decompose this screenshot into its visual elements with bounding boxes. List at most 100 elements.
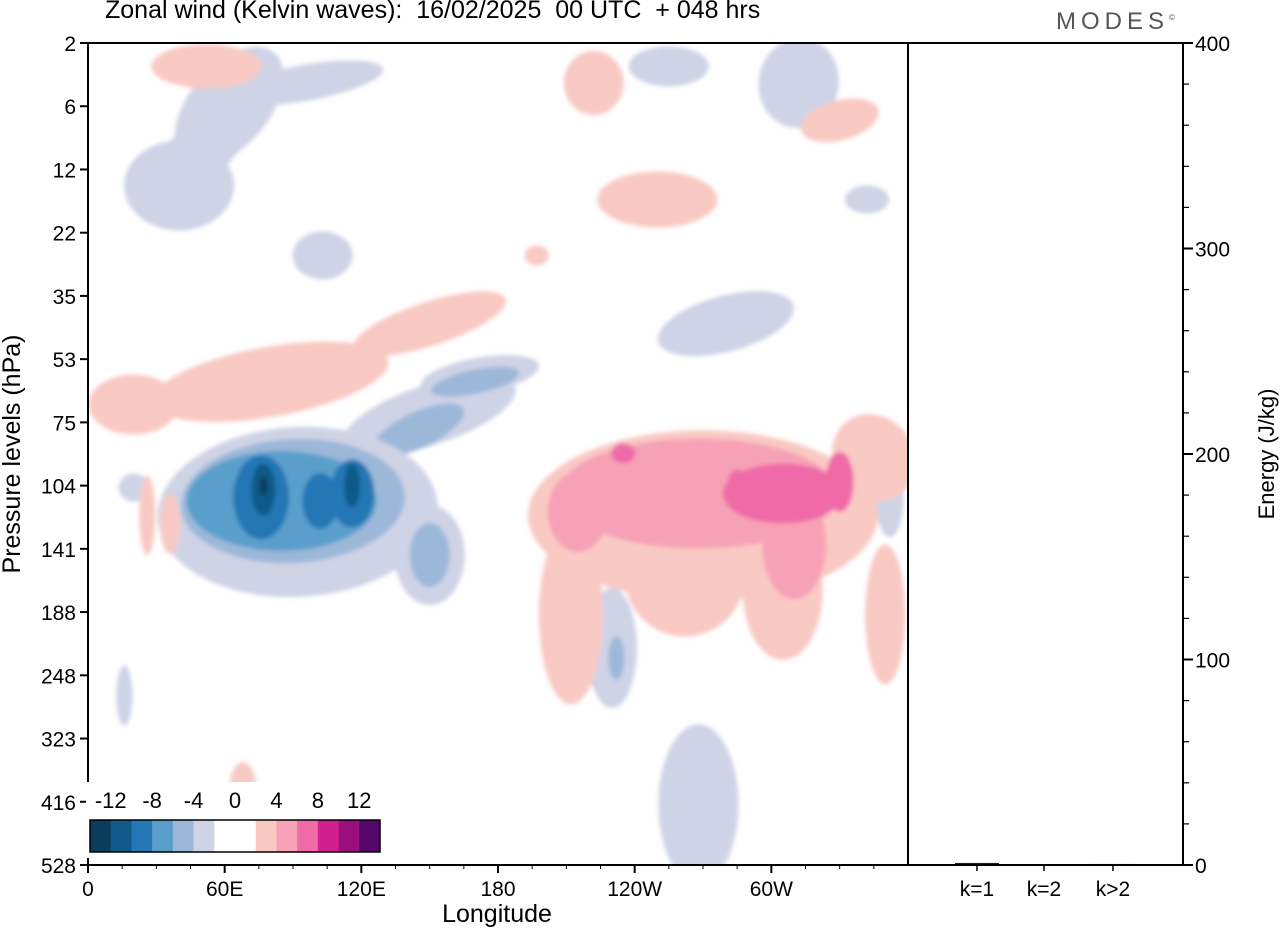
x-axis-label: Longitude [442, 900, 552, 928]
contour-patch [353, 291, 507, 357]
energy-tick-label: 300 [1195, 239, 1230, 262]
y-axis-label: Pressure levels (hPa) [0, 335, 26, 574]
colorbar-swatch [317, 820, 340, 852]
y-tick-label: 53 [53, 349, 76, 372]
contour-patch [865, 544, 906, 685]
colorbar-label: -12 [95, 788, 127, 813]
colorbar-swatch [90, 820, 112, 852]
contour-patch [431, 366, 520, 397]
x-tick-label: 120E [337, 878, 386, 901]
contour-patch [150, 78, 263, 208]
contour-patch [372, 403, 465, 457]
colorbar-swatch [255, 820, 277, 852]
energy-x-label: k>2 [1096, 878, 1130, 901]
y-tick-label: 323 [41, 729, 76, 752]
energy-tick-label: 400 [1195, 33, 1230, 56]
contour-patch [151, 44, 262, 89]
contour-patch [160, 493, 180, 554]
contour-patch [825, 451, 854, 512]
colorbar-label: 12 [347, 788, 371, 813]
contour-patch [151, 341, 389, 422]
colorbar-swatch [276, 820, 298, 852]
contour-patch [758, 43, 839, 128]
y-tick-label: 22 [53, 223, 76, 246]
energy-bar [955, 862, 999, 865]
colorbar-swatch [131, 820, 153, 852]
contour-patch [259, 475, 268, 496]
energy-tick-label: 200 [1195, 444, 1230, 467]
wind-contours [88, 43, 908, 865]
colorbar-frame [89, 819, 381, 853]
energy-axis-label: Energy (J/kg) [1254, 389, 1279, 520]
energy-x-label: k=2 [1027, 878, 1061, 901]
pressure-axis: 2 6 12 22 35 53 75 104 141 188 248 323 416 528 [41, 33, 88, 878]
contour-patch [292, 231, 353, 280]
contour-patch [538, 524, 603, 705]
contour-patch [722, 463, 843, 524]
y-tick-label: 188 [41, 602, 76, 625]
energy-tick-label: 100 [1195, 650, 1230, 673]
colorbar-swatch [359, 820, 381, 852]
y-tick-label: 6 [64, 96, 76, 119]
y-tick-label: 35 [53, 286, 76, 309]
brand-name: MODES [1056, 8, 1170, 35]
y-tick-label: 2 [64, 33, 76, 56]
y-tick-label: 528 [41, 855, 76, 878]
brand-logo: MODES© [1056, 8, 1175, 36]
contour-patch [727, 469, 748, 502]
contour-patch [597, 171, 718, 228]
brand-mark: © [1169, 13, 1175, 22]
colorbar-swatch [214, 820, 236, 852]
colorbar-swatch [297, 820, 319, 852]
chart-title: Zonal wind (Kelvin waves): 16/02/2025 00… [105, 0, 761, 24]
x-tick-label: 180 [480, 878, 515, 901]
contour-patch [563, 50, 624, 115]
y-tick-label: 416 [41, 792, 76, 815]
contour-patch [547, 471, 608, 552]
energy-axis: 0 100 200 300 400 k=1 k=2 k>2 [960, 33, 1230, 901]
colorbar-label: 8 [312, 788, 324, 813]
colorbar-swatch [338, 820, 360, 852]
hovmoller-plot [87, 42, 909, 866]
contour-patch [658, 724, 739, 865]
colorbar-label: 4 [270, 788, 282, 813]
contour-patch [608, 636, 625, 681]
contour-patch [800, 98, 879, 143]
energy-tick-label: 0 [1195, 855, 1207, 878]
contour-patch [302, 473, 339, 529]
contour-patch [116, 665, 133, 726]
y-tick-label: 12 [53, 159, 76, 182]
y-tick-label: 75 [53, 412, 76, 435]
colorbar-swatch [152, 820, 174, 852]
y-tick-label: 104 [41, 476, 76, 499]
x-tick-label: 0 [82, 878, 94, 901]
contour-patch [409, 523, 450, 587]
contour-patch [657, 291, 794, 357]
colorbar-label: -8 [142, 788, 162, 813]
colorbar-swatch [110, 820, 132, 852]
contour-patch [139, 475, 156, 556]
x-tick-label: 60E [206, 878, 243, 901]
contour-patch [524, 245, 549, 266]
colorbar: -12 -8 -4 0 4 8 12 [86, 782, 384, 858]
longitude-axis: 0 60E 120E 180 120W 60W [82, 865, 875, 901]
colorbar-swatch [193, 820, 215, 852]
x-tick-label: 60W [750, 878, 793, 901]
colorbar-swatch [172, 820, 195, 852]
contour-patch [88, 374, 179, 435]
colorbar-label: -4 [184, 788, 204, 813]
x-tick-label: 120W [607, 878, 662, 901]
y-tick-label: 248 [41, 665, 76, 688]
colorbar-label: 0 [229, 788, 241, 813]
contour-patch [845, 185, 889, 214]
energy-frame [907, 42, 1184, 866]
energy-x-label: k=1 [960, 878, 994, 901]
contour-patch [344, 463, 361, 508]
contour-patch [225, 60, 384, 106]
contour-patch [628, 46, 709, 87]
colorbar-swatch [235, 820, 257, 852]
contour-patch [611, 443, 636, 464]
energy-panel: 0 100 200 300 400 k=1 k=2 k>2 Energy (J/kg) [907, 33, 1279, 901]
y-tick-label: 141 [41, 539, 76, 562]
